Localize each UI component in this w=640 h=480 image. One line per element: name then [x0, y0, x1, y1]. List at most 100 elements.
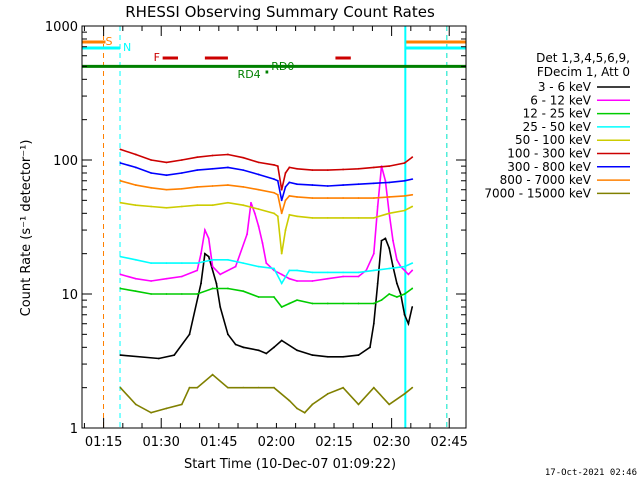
data-point	[180, 187, 183, 190]
data-point	[284, 185, 287, 188]
data-point	[280, 199, 283, 202]
series-line	[120, 165, 413, 282]
data-point	[150, 411, 153, 414]
series-line	[120, 162, 413, 201]
data-point	[273, 386, 275, 389]
data-point	[134, 166, 137, 169]
data-point	[211, 204, 214, 207]
data-point	[257, 225, 260, 228]
data-point	[165, 188, 168, 191]
data-point	[257, 265, 260, 268]
data-point	[257, 173, 260, 176]
data-point	[234, 265, 237, 268]
data-point	[150, 186, 153, 189]
data-point	[372, 252, 375, 255]
data-point	[253, 212, 256, 215]
footer-timestamp: 17-Oct-2021 02:46	[545, 468, 637, 478]
data-point	[211, 185, 214, 187]
data-point	[180, 205, 183, 208]
data-point	[372, 216, 375, 219]
data-point	[296, 349, 298, 352]
data-point	[227, 386, 229, 389]
data-point	[242, 185, 245, 188]
data-point	[411, 386, 414, 389]
data-point	[211, 373, 214, 376]
data-point	[357, 183, 360, 186]
data-point	[326, 197, 329, 199]
series-line	[120, 201, 413, 254]
data-point	[357, 302, 360, 305]
data-point	[119, 148, 122, 151]
data-point	[296, 299, 298, 302]
legend-entry-label: 25 - 50 keV	[523, 120, 592, 134]
legend-entry-label: 50 - 100 keV	[515, 133, 592, 147]
data-point	[280, 273, 283, 276]
data-point	[388, 403, 391, 406]
data-point	[372, 182, 375, 185]
data-point	[326, 355, 329, 358]
series-line	[119, 373, 413, 414]
series-line	[120, 180, 413, 214]
data-point	[119, 179, 122, 182]
data-point	[180, 172, 183, 174]
data-point	[311, 216, 314, 219]
y-axis: 1 10 100 1000	[45, 20, 466, 437]
data-point	[369, 346, 371, 349]
x-axis-label: Start Time (10-Dec-07 01:09:22)	[184, 457, 396, 472]
x-tick-label: 01:45	[200, 435, 237, 450]
data-point	[311, 271, 314, 274]
data-point	[326, 216, 329, 219]
data-point	[276, 165, 279, 168]
data-point	[211, 154, 214, 157]
data-point	[326, 271, 329, 274]
data-point	[173, 354, 176, 356]
data-point	[196, 262, 199, 265]
x-tick-label: 01:30	[142, 435, 179, 450]
data-point	[388, 212, 391, 215]
data-point	[372, 197, 375, 199]
y-tick-label: 10	[61, 288, 78, 303]
legend-entry-label: 6 - 12 keV	[530, 93, 592, 107]
data-point	[134, 153, 137, 156]
x-axis: 01:15 01:30 01:45 02:00 02:15 02:30 02:45	[83, 26, 468, 450]
data-point	[242, 346, 245, 349]
data-point	[284, 229, 287, 231]
x-tick-label: 01:15	[85, 435, 122, 450]
data-point	[203, 252, 206, 255]
plot-frame	[81, 25, 467, 429]
data-point	[188, 386, 191, 389]
data-point	[357, 197, 360, 199]
data-point	[165, 174, 168, 177]
data-point	[134, 204, 137, 207]
data-point	[134, 184, 137, 186]
data-point	[242, 262, 245, 265]
data-point	[403, 209, 406, 212]
x-tick-label: 02:30	[373, 435, 410, 450]
data-point	[265, 262, 268, 265]
data-point	[261, 242, 264, 244]
y-tick-label: 1	[70, 422, 78, 437]
data-point	[411, 306, 414, 308]
data-point	[257, 208, 260, 211]
data-point	[357, 167, 360, 170]
data-point	[200, 282, 202, 285]
data-point	[326, 169, 329, 172]
data-point	[242, 290, 245, 293]
data-point	[227, 201, 229, 204]
data-point	[288, 399, 291, 402]
annotation-label: RD4	[238, 68, 261, 81]
data-point	[411, 178, 414, 181]
data-point	[403, 269, 406, 272]
data-point	[119, 162, 122, 164]
x-tick-label: 02:15	[315, 435, 352, 450]
data-point	[342, 184, 345, 186]
y-axis-label: Count Rate (s⁻¹ detector⁻¹)	[19, 140, 34, 317]
data-point	[311, 197, 314, 199]
data-point	[196, 386, 199, 389]
data-point	[388, 181, 391, 184]
data-point	[165, 293, 168, 295]
data-point	[180, 293, 183, 295]
data-point	[403, 293, 406, 295]
data-point	[288, 166, 291, 169]
